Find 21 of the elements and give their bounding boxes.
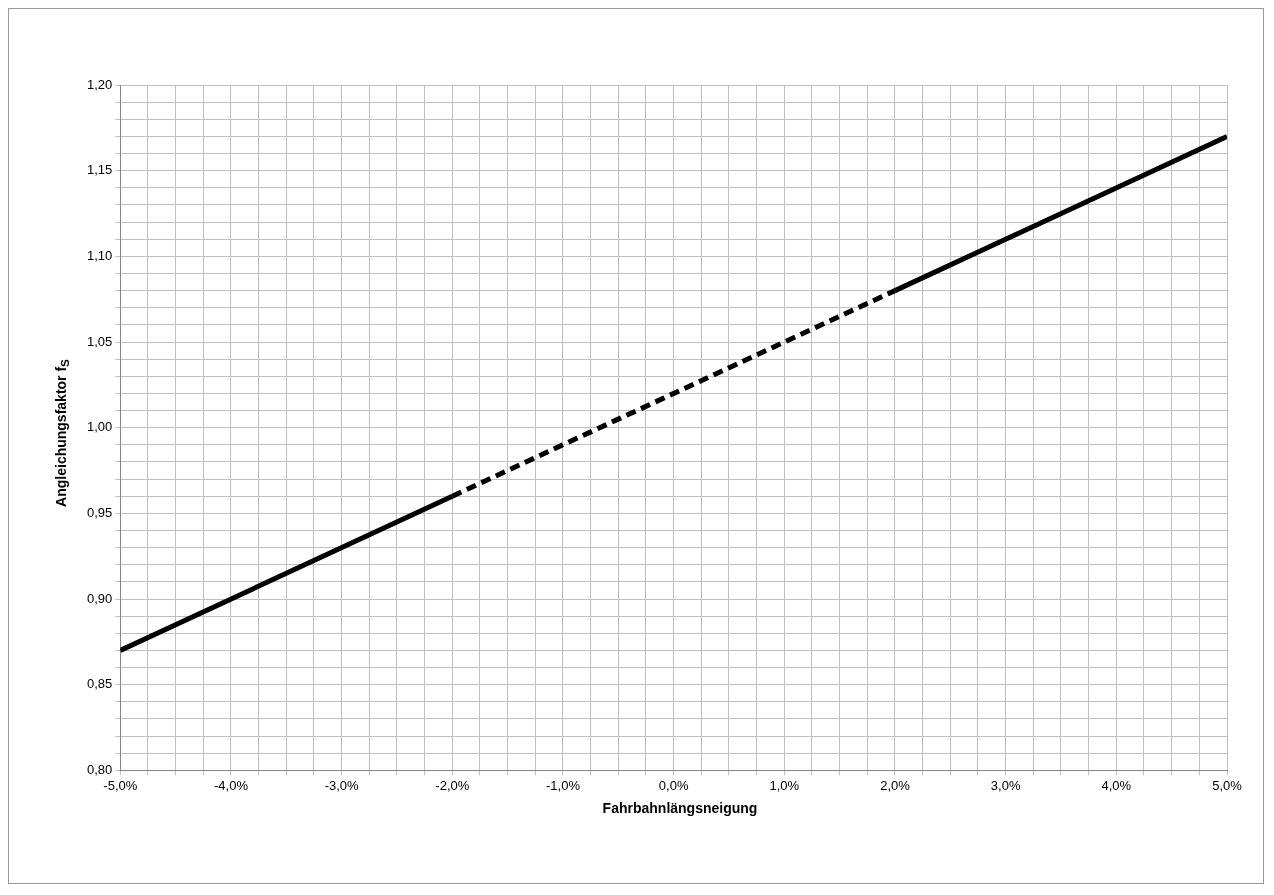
y-tick-label: 1,00 <box>86 419 113 435</box>
x-axis-title: Fahrbahnlängsneigung <box>602 800 758 816</box>
y-tick-label: 0,85 <box>86 676 113 692</box>
x-tick-label: -2,0% <box>435 777 470 793</box>
y-tick-label: 1,05 <box>86 333 113 349</box>
x-tick-label: -1,0% <box>546 777 581 793</box>
y-tick-label: 0,90 <box>86 590 113 606</box>
x-tick-label: -5,0% <box>103 777 138 793</box>
x-tick-label: -4,0% <box>213 777 249 793</box>
y-tick-label: 1,15 <box>86 162 113 178</box>
y-tick-label: 1,20 <box>86 76 113 92</box>
y-tick-label: 0,95 <box>86 504 113 520</box>
x-tick-label: 5,0% <box>1212 777 1243 793</box>
x-tick-label: 0,0% <box>658 777 689 793</box>
x-tick-label: 1,0% <box>769 777 800 793</box>
x-tick-label: 4,0% <box>1101 777 1132 793</box>
y-tick-label: 1,10 <box>86 247 113 263</box>
y-tick-label: 0,80 <box>86 761 113 777</box>
x-tick-label: 2,0% <box>880 777 911 793</box>
x-tick-label: -3,0% <box>324 777 360 793</box>
x-tick-label: 3,0% <box>990 777 1021 793</box>
